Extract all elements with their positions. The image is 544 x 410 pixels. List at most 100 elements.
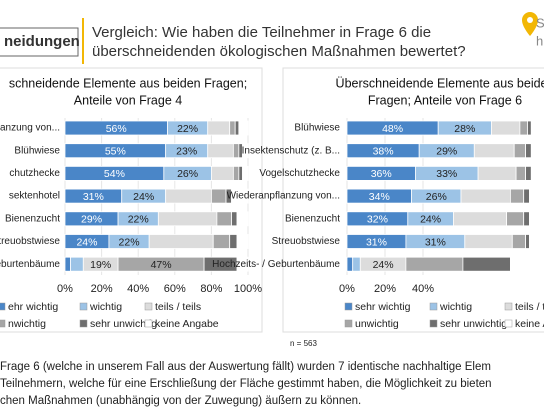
bar-segment: [509, 256, 538, 272]
category-label: Vogelschutzhecke: [259, 168, 340, 179]
legend-swatch: [0, 302, 6, 311]
sample-note: n = 563: [290, 339, 317, 348]
footer-text: Teilnehmern, welche für eine Erschließun…: [0, 378, 492, 390]
legend-swatch: [144, 319, 153, 328]
value-label: 19%: [90, 259, 111, 271]
category-label: Hochzeits- / Geburtenbäume: [212, 259, 340, 270]
logo-dot: [527, 17, 533, 23]
bar-segment: [511, 234, 526, 249]
value-label: 28%: [454, 123, 475, 135]
bar-segment: [530, 120, 538, 136]
x-tick-label: 100%: [234, 283, 262, 295]
x-tick-label: 0%: [339, 283, 355, 295]
bar-segment: [238, 120, 249, 136]
bar-segment: [148, 234, 214, 249]
bar-segment: [238, 165, 243, 181]
legend-label: teils / teils: [155, 301, 201, 313]
legend-label: wichtig: [439, 301, 472, 313]
bar-segment: [232, 165, 240, 181]
bar-segment: [216, 211, 232, 227]
category-label: sektenhotel: [9, 191, 60, 202]
x-tick-label: 20%: [91, 283, 113, 295]
bar-segment: [236, 256, 249, 272]
bar-segment: [509, 188, 525, 204]
category-label: Blühwiese: [294, 123, 340, 134]
x-tick-label: 0%: [57, 283, 73, 295]
panel: [282, 67, 544, 333]
x-tick-label: 60%: [164, 283, 186, 295]
x-tick-label: 20%: [374, 283, 396, 295]
legend-label: nwichtig: [8, 318, 46, 330]
bar-segment: [207, 120, 231, 136]
bar-segment: [157, 211, 218, 227]
bar-segment: [346, 256, 354, 272]
category-label: Blühwiese: [14, 145, 60, 156]
bar-segment: [405, 256, 464, 272]
value-label: 23%: [176, 145, 197, 157]
value-label: 31%: [366, 236, 387, 248]
legend-label: keine A: [515, 318, 544, 330]
legend-swatch: [344, 302, 353, 311]
legend-swatch: [79, 319, 88, 328]
category-label: eburtenbäume: [0, 259, 60, 270]
bar-segment: [207, 143, 234, 159]
bar-segment: [529, 211, 538, 227]
logo-text: h: [536, 33, 543, 48]
bar-segment: [232, 143, 240, 159]
legend-label: ehr wichtig: [8, 301, 58, 313]
bar-segment: [506, 211, 525, 227]
legend-label: wichtig: [89, 301, 122, 313]
legend-label: keine Angabe: [155, 318, 219, 330]
legend-swatch: [144, 302, 153, 311]
value-label: 29%: [436, 145, 457, 157]
legend-swatch: [429, 302, 438, 311]
slide-title: Vergleich: Wie haben die Teilnehmer in F…: [92, 24, 431, 41]
category-label: Wiederanpflanzung von...: [227, 191, 340, 202]
category-label: chutzhecke: [9, 168, 60, 179]
value-label: 31%: [425, 236, 446, 248]
bar-segment: [229, 234, 238, 249]
bar-segment: [529, 188, 538, 204]
legend-label: teils / t: [515, 301, 544, 313]
bar-segment: [527, 120, 532, 136]
legend-swatch: [0, 319, 6, 328]
bar-segment: [231, 211, 238, 227]
legend-label: sehr unwichtig: [440, 318, 507, 330]
bar-segment: [165, 188, 212, 204]
value-label: 56%: [106, 123, 127, 135]
bar-segment: [212, 234, 231, 249]
bar-segment: [519, 120, 528, 136]
value-label: 24%: [133, 191, 154, 203]
legend-label: sehr unwichtig: [90, 318, 157, 330]
x-tick-label: 40%: [127, 283, 149, 295]
bar-segment: [490, 120, 521, 136]
bar-segment: [464, 234, 513, 249]
value-label: 24%: [420, 214, 441, 226]
footer-text: Frage 6 (welche in unserem Fall aus der …: [0, 361, 491, 373]
bar-segment: [352, 256, 361, 272]
category-label: anzung von...: [0, 123, 60, 134]
bar-segment: [231, 188, 249, 204]
bar-segment: [242, 165, 249, 181]
legend-swatch: [504, 319, 513, 328]
bar-segment: [525, 165, 532, 181]
category-label: treuobstwiese: [0, 236, 60, 247]
value-label: 22%: [177, 123, 198, 135]
legend-swatch: [429, 319, 438, 328]
bar-segment: [452, 211, 507, 227]
value-label: 22%: [119, 236, 140, 248]
category-label: Streuobstwiese: [272, 236, 341, 247]
bar-segment: [210, 188, 227, 204]
bar-segment: [525, 234, 530, 249]
value-label: 26%: [426, 191, 447, 203]
value-label: 22%: [128, 214, 149, 226]
value-label: 54%: [104, 168, 125, 180]
bar-segment: [523, 188, 530, 204]
value-label: 24%: [373, 259, 394, 271]
bar-segment: [513, 143, 527, 159]
legend-swatch: [344, 319, 353, 328]
bar-segment: [242, 143, 249, 159]
chart-title: Anteile von Frage 4: [74, 93, 182, 107]
value-label: 24%: [76, 236, 97, 248]
